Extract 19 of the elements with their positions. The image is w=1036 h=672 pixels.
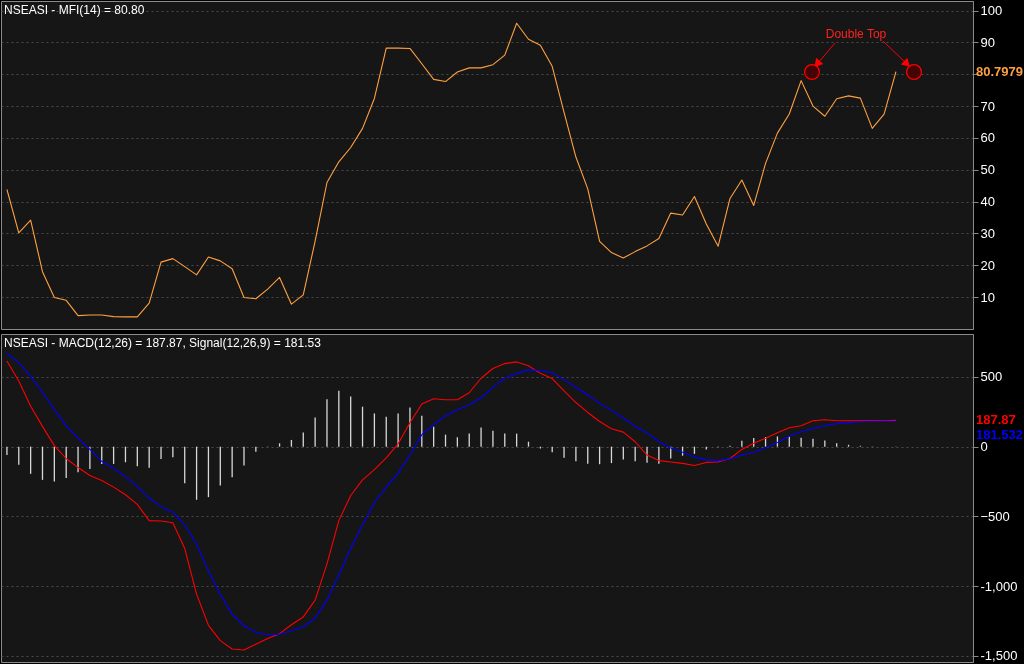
text: 187.87 bbox=[976, 412, 1016, 428]
chart-title: NSEASI - MFI(14) = 80.80 bbox=[4, 3, 145, 17]
y-tick-label: 50 bbox=[980, 162, 995, 178]
y-tick-label: -1,000 bbox=[980, 578, 1018, 594]
chart-title: NSEASI - MACD(12,26) = 187.87, Signal(12,26,9) = 181.53 bbox=[4, 336, 322, 350]
y-tick-label: -1,500 bbox=[980, 648, 1018, 664]
y-tick-label: 20 bbox=[980, 257, 995, 273]
y-tick-label: 500 bbox=[980, 369, 1003, 385]
y-tick-label: 30 bbox=[980, 225, 995, 241]
y-tick-label: 60 bbox=[980, 130, 995, 146]
y-tick-label: 40 bbox=[980, 194, 995, 210]
y-tick-label: 10 bbox=[980, 289, 995, 305]
line-series bbox=[6, 22, 897, 318]
y-tick-label: 90 bbox=[980, 34, 995, 50]
y-tick-label: −500 bbox=[980, 508, 1010, 524]
text: 80.7979 bbox=[976, 63, 1023, 79]
y-tick-label: 100 bbox=[980, 3, 1003, 19]
annotation: Double Top bbox=[825, 27, 887, 41]
y-tick-label: 70 bbox=[980, 98, 995, 114]
